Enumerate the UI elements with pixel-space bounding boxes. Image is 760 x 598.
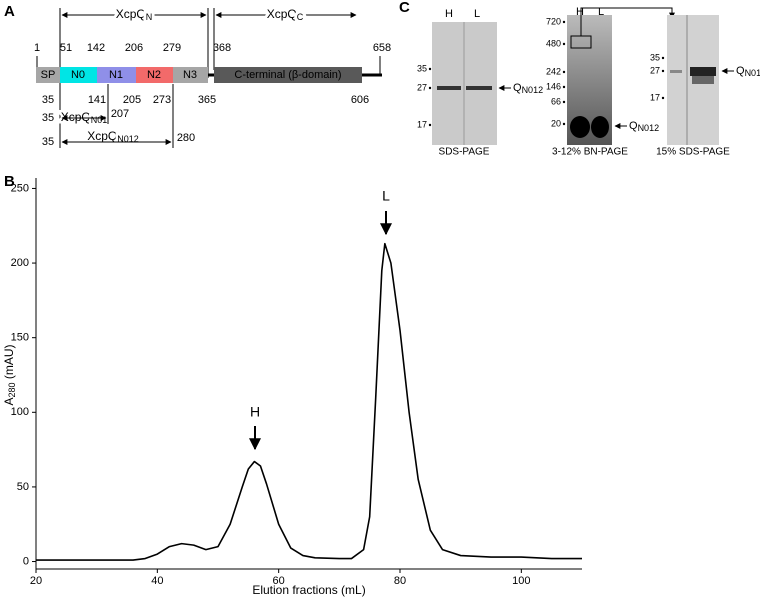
domain-label: N1 [109,69,123,81]
subscripted-label: QN012 [736,65,760,78]
residue-number: 368 [213,42,231,54]
residue-number: 205 [123,94,141,106]
region-label: XcpQC [267,7,304,22]
residue-number: 142 [87,42,105,54]
x-tick-label: 100 [512,575,530,587]
residue-number: 206 [125,42,143,54]
residue-number: 51 [60,42,72,54]
y-tick-label: 150 [11,332,29,344]
residue-number: 280 [177,132,195,144]
lane-label: H [445,8,453,20]
domain-label: SP [41,69,56,81]
y-tick-label: 50 [17,481,29,493]
marker-label: 17 [650,92,660,102]
elution-curve [36,242,582,561]
residue-number: 35 [42,136,54,148]
marker-label: 35 [650,52,660,62]
gel-caption: 15% SDS-PAGE [656,147,730,158]
marker-label: 17 [417,119,427,129]
marker-label: 146 [546,81,561,91]
x-axis-label: Elution fractions (mL) [252,583,365,597]
line-chart: B Elution fractions (mL) A280 (mAU) H L … [2,173,582,597]
lane-label: H [576,6,584,18]
marker-label: 27 [650,65,660,75]
marker-label: 20 [551,118,561,128]
x-tick-label: 60 [273,575,285,587]
residue-number: 273 [153,94,171,106]
residue-number: 606 [351,94,369,106]
residue-number: 658 [373,42,391,54]
region-label: XcpQN [116,7,153,22]
residue-number: 1 [34,42,40,54]
annotation: L [382,188,390,204]
subscripted-label: QN012 [513,82,543,95]
domain-label: N2 [147,69,161,81]
y-tick-label: 250 [11,182,29,194]
subscripted-label: QN012 [629,120,659,133]
y-tick-label: 100 [11,406,29,418]
panel-label: C [399,0,410,16]
annotation: H [250,404,260,420]
panel-label: A [4,3,15,20]
marker-label: 242 [546,66,561,76]
domain-label: N3 [183,69,197,81]
x-tick-label: 40 [151,575,163,587]
residue-number: 207 [111,108,129,120]
domain-label: N0 [71,69,85,81]
residue-number: 365 [198,94,216,106]
marker-label: 66 [551,96,561,106]
residue-number: 35 [42,112,54,124]
residue-number: 35 [42,94,54,106]
x-tick-label: 20 [30,575,42,587]
marker-label: 35 [417,63,427,73]
domain-label: C-terminal (β-domain) [234,69,341,81]
panel-label: B [4,173,15,190]
lane-label: L [474,8,480,20]
y-tick-label: 200 [11,257,29,269]
gel-caption: SDS-PAGE [439,147,490,158]
panel-c: C H L 35 27 17 QN012 SDS-PAGE H L 720 480 242 146 66 2… [399,0,760,158]
panel-a: A XcpQN XcpQC 1 51 142 206 279 368 658 SP N0 N1 N2… [4,3,391,148]
x-tick-label: 80 [394,575,406,587]
y-axis-label: A280 (mAU) [2,344,17,405]
marker-label: 480 [546,38,561,48]
lane-label: L [598,6,604,18]
residue-number: 141 [88,94,106,106]
y-tick-label: 0 [23,555,29,567]
marker-label: 27 [417,82,427,92]
gel-caption: 3-12% BN-PAGE [552,147,628,158]
residue-number: 279 [163,42,181,54]
marker-label: 720 [546,16,561,26]
